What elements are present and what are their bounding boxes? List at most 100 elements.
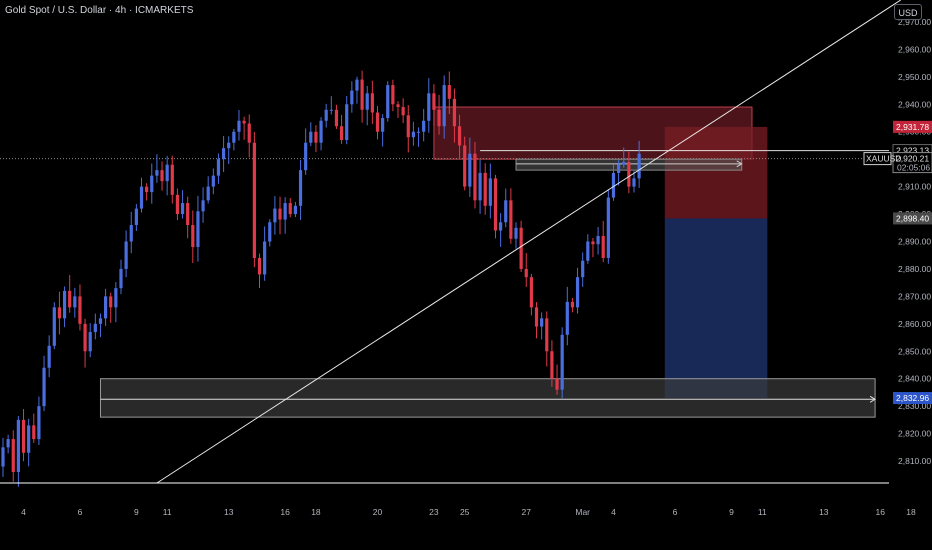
- candle-body: [27, 425, 31, 453]
- candle-body: [422, 120, 426, 132]
- candle-body: [83, 323, 87, 352]
- candle-body: [570, 301, 575, 308]
- candle-body: [68, 290, 72, 308]
- x-tick-label: 27: [522, 507, 532, 517]
- candle-body: [252, 142, 256, 258]
- x-tick-label: 20: [373, 507, 383, 517]
- candle-body: [1, 447, 5, 467]
- currency-button[interactable]: USD: [894, 4, 922, 20]
- candle-body: [155, 170, 159, 176]
- candle-body: [391, 85, 395, 105]
- candle-body: [473, 153, 477, 201]
- stop-loss-price-tag-box: [893, 120, 932, 133]
- candle-body: [416, 131, 421, 133]
- candle-body: [534, 307, 539, 327]
- candle-body: [175, 194, 180, 215]
- candle-body: [575, 277, 580, 308]
- candle-body: [109, 296, 113, 308]
- y-tick-label: 2,890.00: [898, 237, 931, 247]
- candle-body: [463, 145, 467, 187]
- stop-loss-zone[interactable]: [664, 126, 768, 219]
- x-tick-label: 9: [729, 507, 734, 517]
- candle-body: [591, 241, 595, 245]
- candle-body: [114, 288, 118, 308]
- candle-body: [555, 378, 559, 390]
- candle-body: [524, 268, 528, 278]
- candle-body: [360, 79, 364, 110]
- y-tick-label: 2,810.00: [898, 456, 931, 466]
- candle-body: [278, 208, 282, 220]
- x-tick-label: 13: [224, 507, 234, 517]
- candle-body: [32, 425, 36, 440]
- candle-body: [165, 164, 169, 182]
- candle-body: [406, 115, 410, 138]
- candle-body: [411, 131, 415, 138]
- candle-body: [227, 142, 231, 149]
- candle-body: [201, 200, 205, 212]
- candle-body: [560, 334, 564, 390]
- candle-body: [232, 131, 236, 143]
- take-profit-price-tag: 2,832.96: [896, 393, 929, 403]
- take-profit-zone[interactable]: [664, 218, 768, 399]
- candle-body: [504, 200, 508, 223]
- x-tick-label: 11: [163, 507, 172, 517]
- candle-body: [565, 301, 569, 335]
- candle-body: [191, 225, 195, 247]
- candle-body: [309, 131, 313, 143]
- demand-zone[interactable]: [99, 378, 876, 418]
- candle-body: [601, 236, 605, 258]
- x-tick-label: 18: [311, 507, 321, 517]
- candle-body: [540, 318, 544, 327]
- candle-body: [345, 104, 349, 140]
- candle-body: [606, 197, 610, 258]
- candle-body: [432, 93, 436, 110]
- x-tick-label: 23: [429, 507, 439, 517]
- candle-body: [288, 203, 292, 215]
- candle-body: [104, 296, 108, 319]
- x-tick-label: Mar: [575, 507, 590, 517]
- candle-body: [237, 120, 241, 132]
- candle-body: [550, 351, 554, 379]
- bar-countdown: 02:05:06: [897, 163, 930, 173]
- y-tick-label: 2,910.00: [898, 182, 931, 192]
- y-tick-label: 2,880.00: [898, 264, 931, 274]
- candle-body: [437, 109, 441, 127]
- candle-body: [637, 153, 641, 179]
- candle-body: [268, 222, 272, 242]
- symbol-label-box: [863, 152, 892, 166]
- candle-body: [298, 170, 303, 206]
- candle-body: [401, 107, 405, 116]
- candle-body: [493, 178, 498, 231]
- candle-body: [52, 307, 56, 346]
- candle-body: [57, 307, 62, 319]
- candle-body: [186, 203, 190, 226]
- candle-body: [129, 225, 133, 242]
- y-tick-label: 2,820.00: [898, 429, 931, 439]
- candle-body: [21, 419, 26, 453]
- x-tick-label: 4: [21, 507, 26, 517]
- candle-body: [134, 208, 138, 226]
- line-price-tag: 2,923.13: [896, 146, 929, 156]
- candle-body: [334, 109, 339, 127]
- entry-price-tag-box: [893, 212, 932, 225]
- candle-body: [139, 186, 144, 209]
- candle-body: [304, 142, 308, 171]
- current-price-box: [892, 152, 932, 174]
- candle-body: [365, 93, 369, 110]
- candle-body: [62, 290, 67, 319]
- trendline[interactable]: [156, 0, 902, 484]
- x-tick-label: 4: [611, 507, 616, 517]
- candle-body: [42, 367, 46, 407]
- candle-body: [221, 148, 226, 160]
- y-tick-label: 2,950.00: [898, 72, 931, 82]
- x-tick-label: 18: [906, 507, 916, 517]
- candle-body: [93, 323, 97, 333]
- y-tick-label: 2,940.00: [898, 99, 931, 109]
- candle-body: [88, 332, 92, 352]
- x-tick-label: 6: [78, 507, 83, 517]
- candle-body: [396, 104, 400, 108]
- candle-body: [160, 170, 164, 182]
- candle-body: [283, 203, 287, 220]
